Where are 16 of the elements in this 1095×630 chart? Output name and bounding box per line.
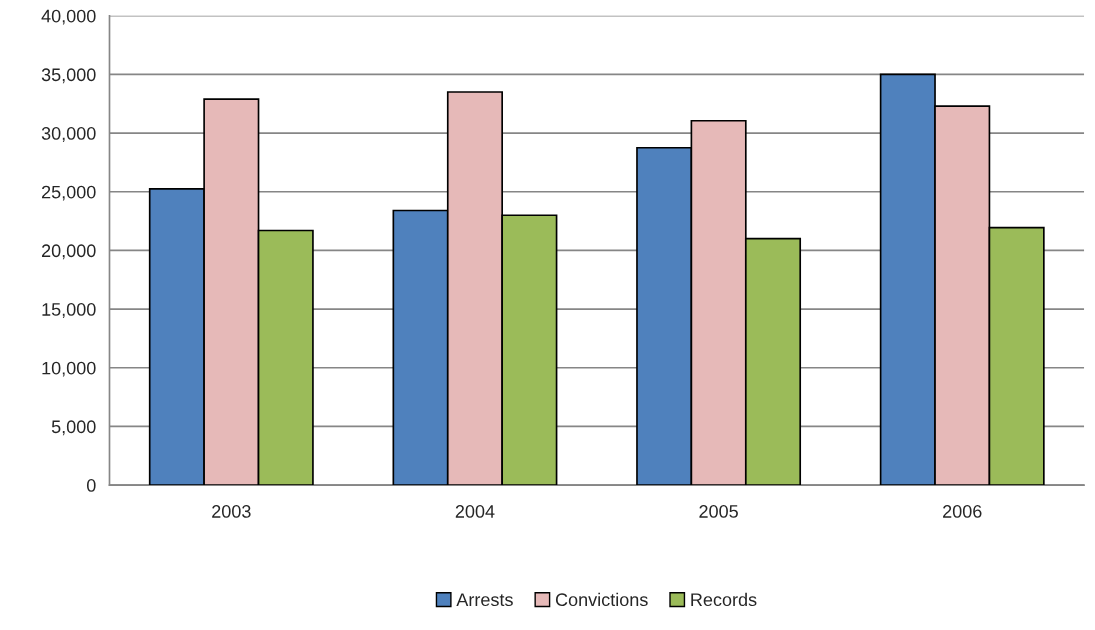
y-tick-label: 0 — [86, 479, 96, 492]
y-tick-label: 20,000 — [42, 244, 96, 260]
x-tick-label: 2006 — [943, 505, 982, 518]
y-tick-label: 40,000 — [41, 9, 96, 25]
x-tick-label: 2003 — [212, 505, 251, 518]
legend-label: Convictions — [555, 592, 648, 607]
y-tick-label: 25,000 — [42, 185, 96, 201]
x-tick-label: 2005 — [699, 505, 738, 518]
y-tick-label: 35,000 — [41, 68, 96, 84]
x-tick-label: 2004 — [455, 505, 495, 518]
y-tick-label: 30,000 — [41, 127, 96, 142]
legend-label: Arrests — [456, 593, 513, 607]
legend-label: Records — [691, 592, 757, 607]
y-tick-label: 5,000 — [51, 420, 96, 436]
y-tick-label: 10,000 — [42, 361, 96, 377]
y-tick-label: 15,000 — [42, 303, 96, 318]
